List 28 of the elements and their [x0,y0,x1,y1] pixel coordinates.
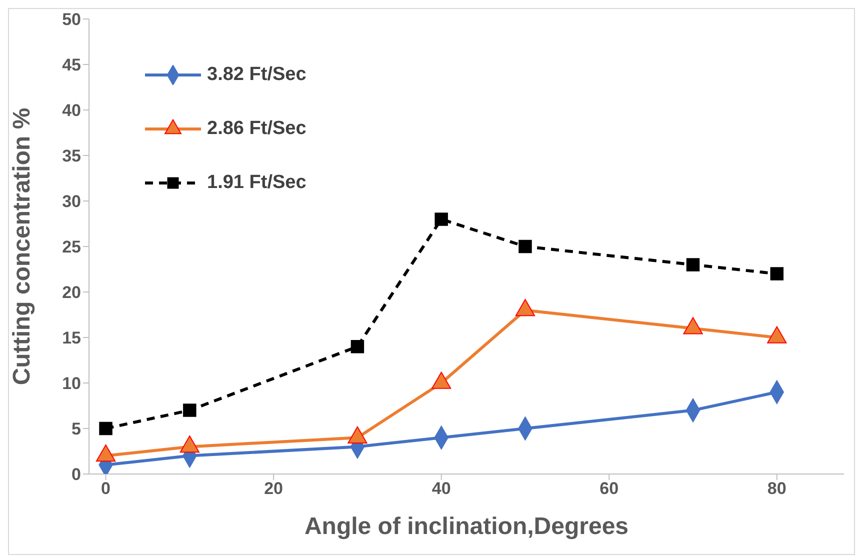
y-tick-label: 0 [72,465,81,484]
y-tick-label: 5 [72,420,81,439]
x-axis-title: Angle of inclination,Degrees [304,513,629,540]
point [770,267,784,280]
x-tick-label: 40 [432,479,451,498]
y-axis-title: Cutting concentration % [8,108,36,386]
y-tick-label: 10 [62,374,81,394]
y-tick-label: 15 [62,328,81,348]
legend-label: 2.86 Ft/Sec [207,118,306,140]
point [350,340,364,354]
y-tick-label: 25 [62,238,81,257]
x-tick-label: 20 [264,479,284,498]
x-tick-label: 0 [101,479,111,498]
legend-label: 1.91 Ft/Sec [207,172,306,194]
y-tick-label: 40 [62,101,81,120]
y-tick-label: 50 [62,10,81,30]
point [518,240,532,254]
point [434,212,448,226]
legend-label: 3.82 Ft/Sec [207,64,306,86]
y-tick-label: 30 [62,192,81,212]
point [686,258,700,272]
point [183,404,196,417]
y-tick-label: 35 [62,146,81,166]
x-tick-label: 80 [767,479,786,498]
x-tick-label: 60 [600,479,619,498]
point [99,422,112,436]
y-tick-label: 20 [62,283,81,302]
y-tick-label: 45 [62,56,81,75]
